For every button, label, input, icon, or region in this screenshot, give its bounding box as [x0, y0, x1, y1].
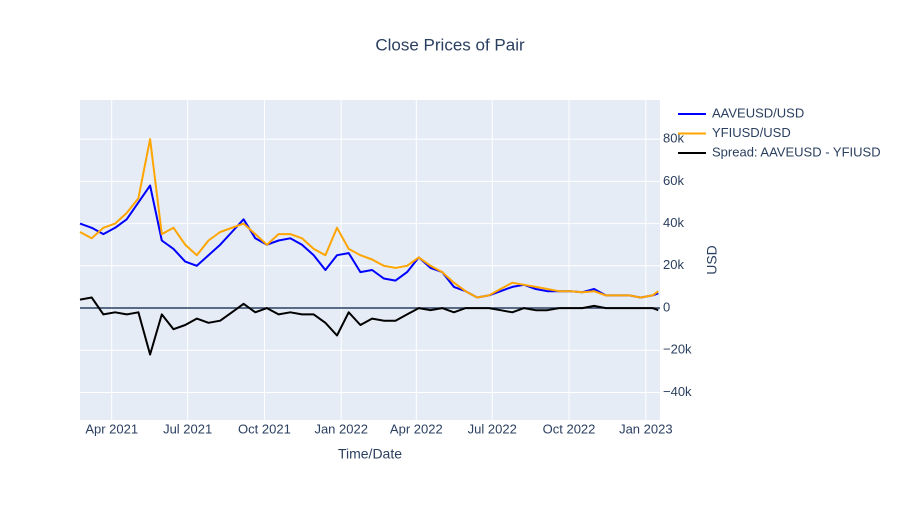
y-tick-label: −40k	[663, 384, 692, 399]
plot-area	[80, 100, 660, 420]
legend-label: Spread: AAVEUSD - YFIUSD	[712, 144, 881, 159]
series-line	[79, 138, 659, 299]
x-tick-label: Apr 2021	[85, 421, 138, 436]
y-tick-label: 40k	[663, 215, 684, 230]
x-axis-title: Time/Date	[338, 446, 402, 462]
x-tick-label: Jul 2022	[468, 421, 517, 436]
legend-label: YFIUSD/USD	[712, 125, 791, 140]
series-line	[79, 296, 659, 356]
x-tick-label: Jan 2023	[619, 421, 673, 436]
y-axis-title: USD	[704, 245, 720, 275]
y-tick-label: 20k	[663, 257, 684, 272]
y-tick-label: 60k	[663, 173, 684, 188]
y-tick-label: 0	[663, 299, 670, 314]
x-tick-label: Apr 2022	[390, 421, 443, 436]
x-tick-label: Oct 2022	[543, 421, 596, 436]
y-tick-label: −20k	[663, 342, 692, 357]
x-tick-label: Jul 2021	[163, 421, 212, 436]
chart-title: Close Prices of Pair	[375, 35, 525, 54]
x-tick-label: Jan 2022	[314, 421, 368, 436]
x-tick-label: Oct 2021	[238, 421, 291, 436]
legend-label: AAVEUSD/USD	[712, 105, 804, 120]
